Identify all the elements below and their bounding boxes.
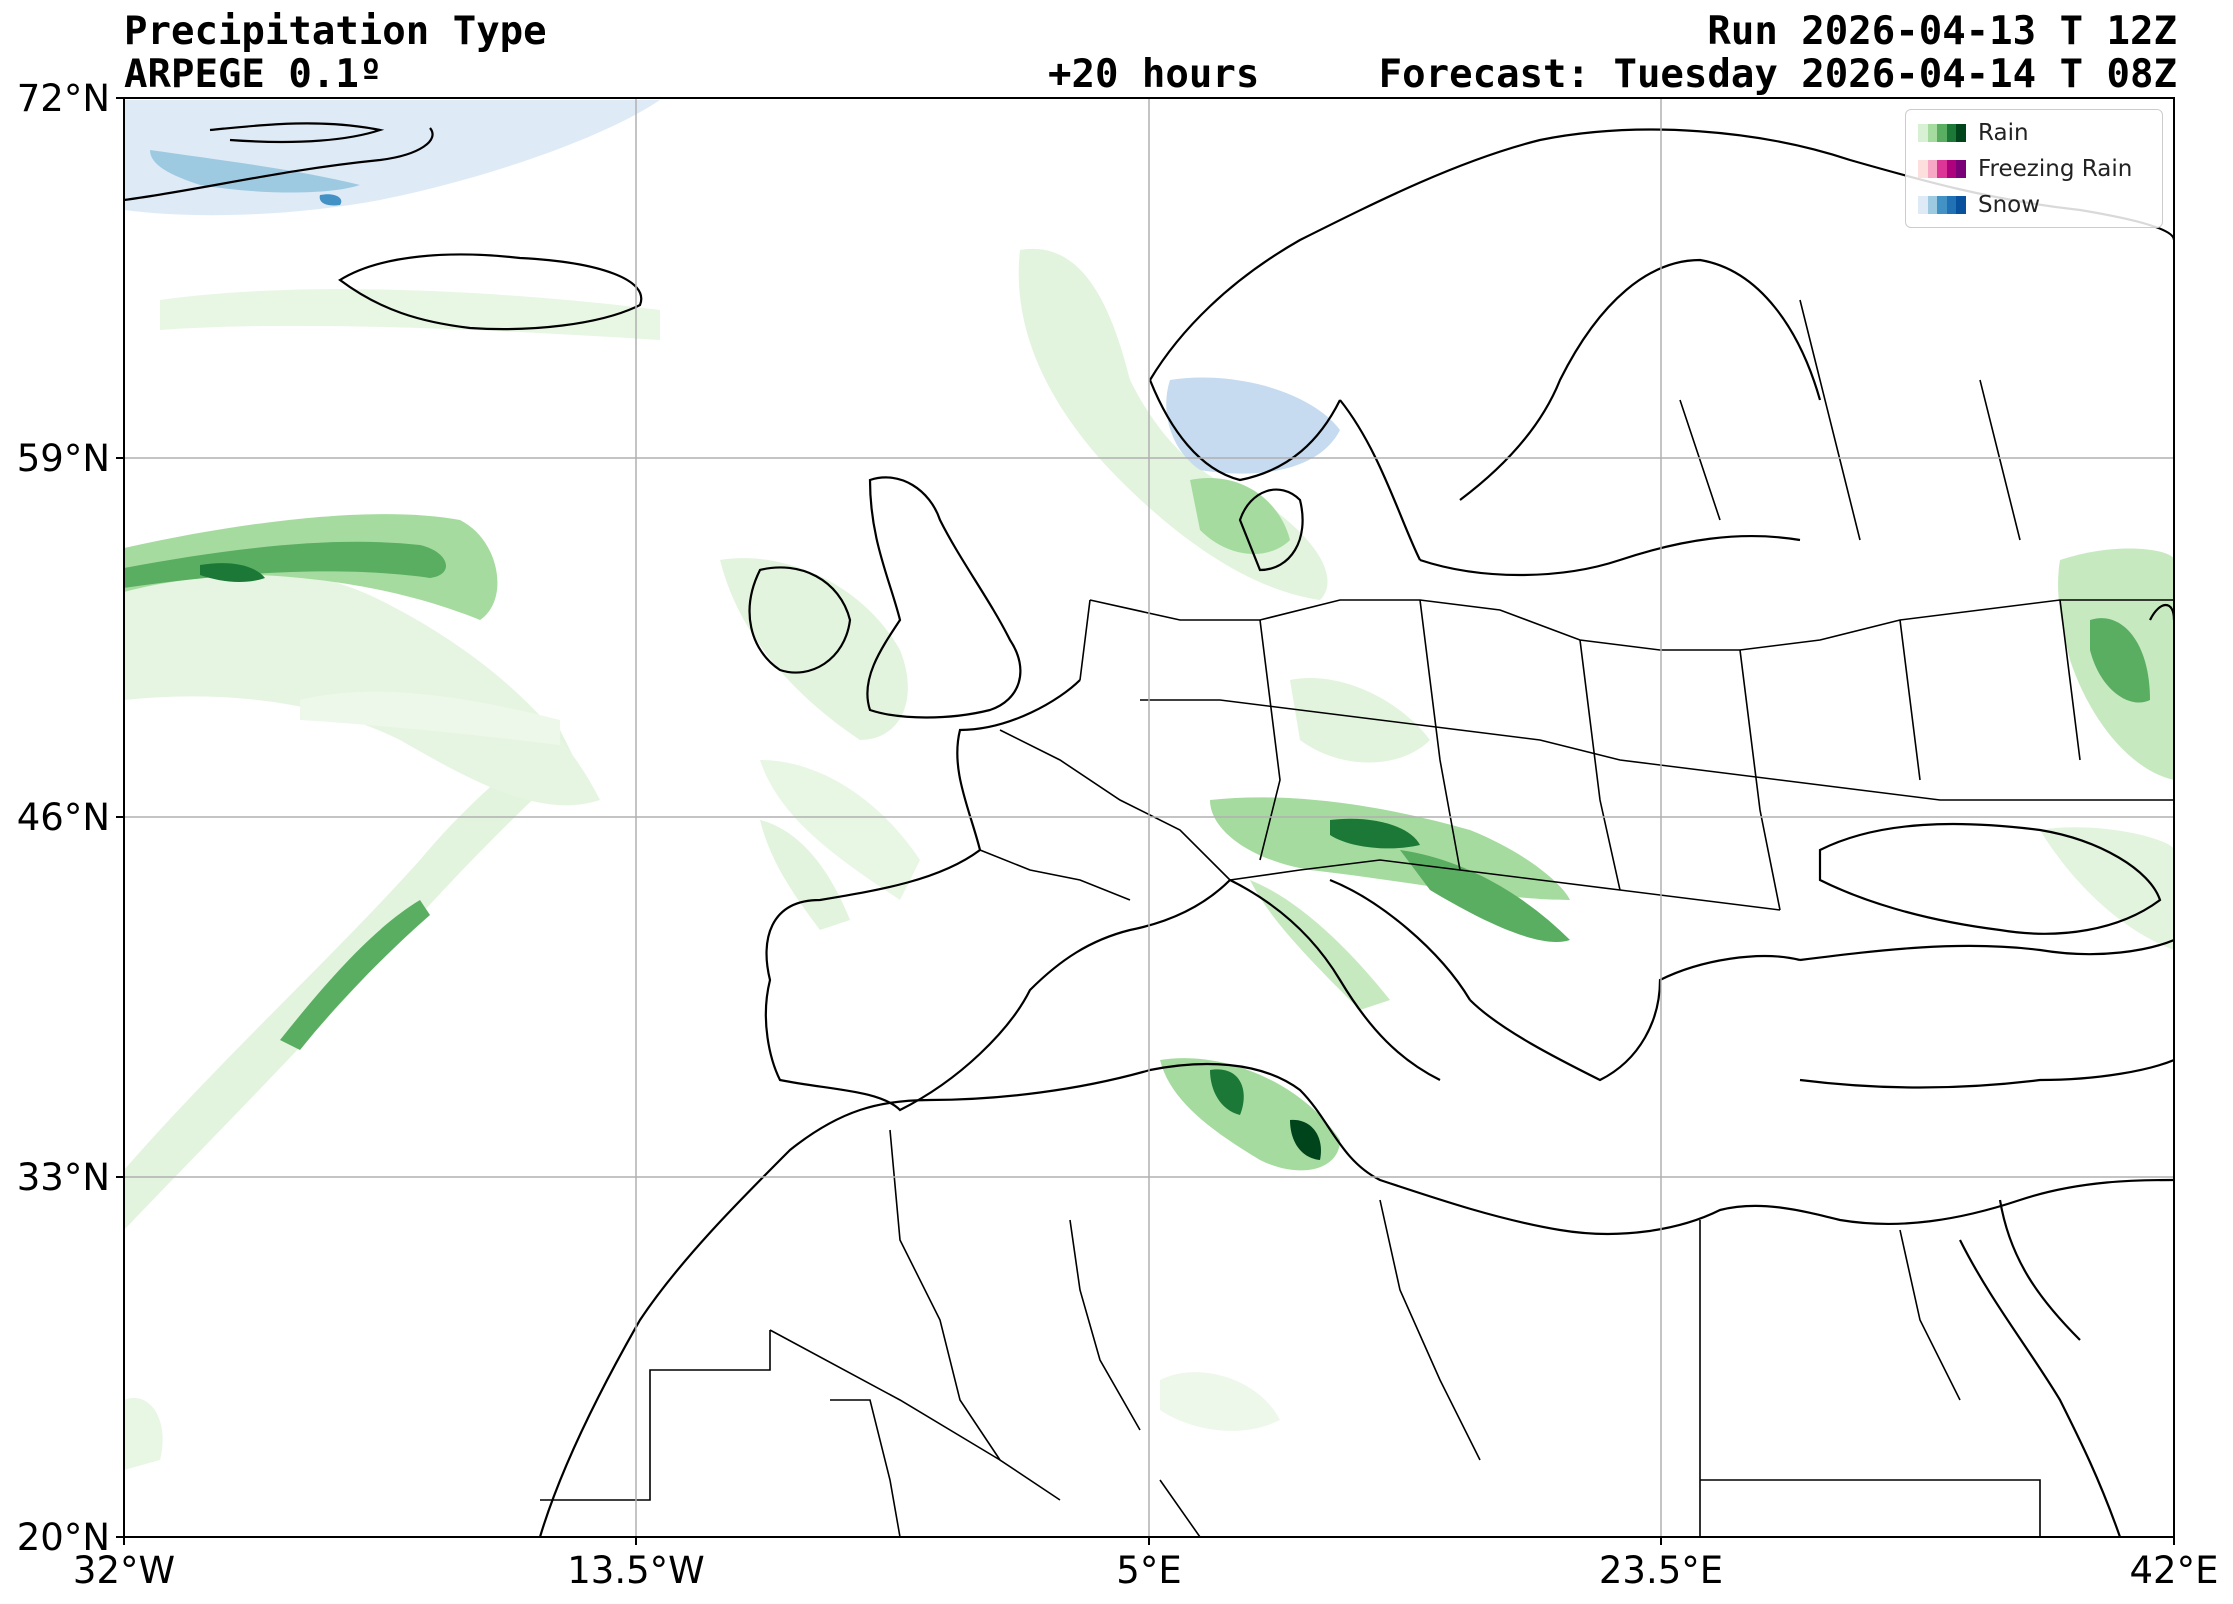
swatch-color-step bbox=[1956, 160, 1966, 178]
coast-ireland bbox=[748, 566, 852, 674]
swatch-color-step bbox=[1937, 196, 1947, 214]
lat-tick-label: 46°N bbox=[17, 796, 110, 839]
legend-label: Freezing Rain bbox=[1978, 156, 2133, 182]
rain-core-denmark bbox=[1190, 478, 1290, 554]
tick-marks bbox=[116, 97, 2175, 1545]
rain-core-alps bbox=[1330, 818, 1420, 849]
rain-core-tunisia-east bbox=[1290, 1119, 1321, 1160]
legend-item-snow: Snow bbox=[1918, 190, 2040, 220]
swatch-color-step bbox=[1927, 124, 1938, 142]
country-borders bbox=[540, 299, 2174, 1537]
map-legend: Rain Freezing Rain Snow bbox=[1905, 109, 2163, 228]
rain-core-tunisia-west bbox=[1210, 1069, 1244, 1115]
lat-tick-label: 59°N bbox=[17, 437, 110, 480]
lat-tick-label: 72°N bbox=[17, 77, 110, 120]
snow-max-arctic bbox=[319, 194, 342, 206]
snow-core-arctic bbox=[150, 150, 360, 193]
rain-area-biscay bbox=[760, 760, 920, 900]
lon-tick-label: 42°E bbox=[2130, 1549, 2219, 1592]
swatch-color-step bbox=[1918, 196, 1928, 214]
coast-baltic bbox=[1419, 534, 1801, 577]
coast-turkey bbox=[1799, 938, 2174, 1089]
snow-swatch bbox=[1918, 196, 1966, 214]
coast-norway-south bbox=[1148, 379, 1341, 482]
coast-denmark bbox=[1238, 488, 1304, 572]
coast-britain bbox=[866, 476, 1022, 719]
map-title: Precipitation Type bbox=[124, 9, 547, 54]
rain-area-sahara bbox=[1160, 1372, 1280, 1431]
rain-area-atlantic bbox=[124, 568, 600, 806]
coast-greenland bbox=[124, 127, 434, 202]
rain-area-alps bbox=[1210, 797, 1570, 900]
coast-sweden-finland bbox=[1339, 258, 1822, 561]
rain-mid-atlantic bbox=[300, 691, 560, 745]
swatch-color-step bbox=[1956, 196, 1966, 214]
coast-france-iberia bbox=[764, 679, 1231, 1112]
swatch-color-step bbox=[1946, 196, 1957, 214]
rain-area-atlantic-southwest bbox=[124, 1398, 163, 1470]
snow-area-norway bbox=[1166, 377, 1340, 474]
coast-italy bbox=[1229, 878, 1471, 1081]
legend-item-freezing-rain: Freezing Rain bbox=[1918, 154, 2132, 184]
swatch-color-step bbox=[1918, 124, 1928, 142]
lon-tick-label: 32°W bbox=[73, 1549, 175, 1592]
swatch-color-step bbox=[1937, 124, 1947, 142]
rain-area-iberia-west bbox=[760, 820, 850, 930]
swatch-color-step bbox=[1937, 160, 1947, 178]
swatch-color-step bbox=[1927, 160, 1938, 178]
rain-max-atlantic-north bbox=[200, 563, 265, 582]
lead-time-label: +20 hours bbox=[1048, 52, 1260, 97]
precipitation-field bbox=[124, 100, 2174, 1470]
coast-svalbard bbox=[209, 122, 385, 144]
coast-greece-balkans bbox=[1469, 955, 1801, 1082]
rain-area-centraleurope bbox=[1290, 678, 1430, 763]
coast-iceland bbox=[338, 253, 643, 331]
lat-tick-label: 20°N bbox=[17, 1516, 110, 1559]
legend-label: Rain bbox=[1978, 120, 2029, 146]
freezing-rain-swatch bbox=[1918, 160, 1966, 178]
swatch-color-step bbox=[1918, 160, 1928, 178]
rain-area-italy bbox=[1250, 880, 1390, 1010]
lon-tick-label: 13.5°W bbox=[567, 1549, 704, 1592]
lon-tick-label: 23.5°E bbox=[1599, 1549, 1723, 1592]
gridlines bbox=[124, 98, 2174, 1537]
run-label: Run 2026-04-13 T 12Z bbox=[1707, 9, 2177, 54]
lon-tick-label: 5°E bbox=[1116, 1549, 1181, 1592]
rain-core-russia bbox=[2090, 618, 2150, 703]
swatch-color-step bbox=[1946, 124, 1957, 142]
legend-item-rain: Rain bbox=[1918, 118, 2029, 148]
legend-label: Snow bbox=[1978, 192, 2041, 218]
swatch-color-step bbox=[1956, 124, 1966, 142]
forecast-label: Forecast: Tuesday 2026-04-14 T 08Z bbox=[1378, 52, 2177, 97]
rain-area-blacksea bbox=[2040, 827, 2174, 950]
coast-north-africa bbox=[538, 1062, 2174, 1537]
rain-band-atlantic-sw bbox=[280, 900, 430, 1050]
rain-area-ireland bbox=[720, 558, 908, 740]
rain-swatch bbox=[1918, 124, 1966, 142]
coast-black-sea bbox=[1818, 822, 2162, 935]
rain-area-balkans bbox=[1400, 850, 1570, 942]
model-label: ARPEGE 0.1º bbox=[124, 52, 383, 97]
lat-tick-label: 33°N bbox=[17, 1156, 110, 1199]
swatch-color-step bbox=[1927, 196, 1938, 214]
coast-red-sea bbox=[1959, 1199, 2122, 1537]
swatch-color-step bbox=[1946, 160, 1957, 178]
